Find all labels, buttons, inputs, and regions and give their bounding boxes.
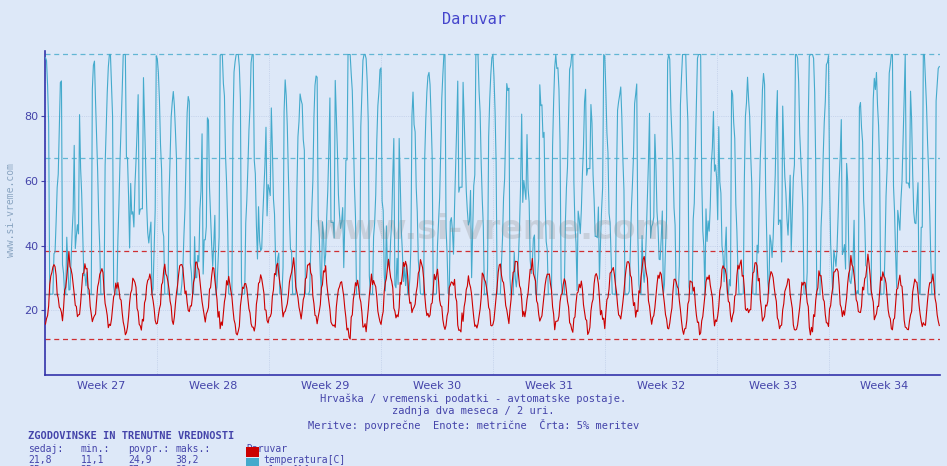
Text: temperatura[C]: temperatura[C]: [263, 455, 346, 465]
Text: Meritve: povprečne  Enote: metrične  Črta: 5% meritev: Meritve: povprečne Enote: metrične Črta:…: [308, 419, 639, 431]
Text: 67: 67: [128, 465, 139, 466]
Text: 11,1: 11,1: [80, 455, 104, 465]
Text: min.:: min.:: [80, 444, 110, 453]
Text: sedaj:: sedaj:: [28, 444, 63, 453]
Text: zadnja dva meseca / 2 uri.: zadnja dva meseca / 2 uri.: [392, 406, 555, 416]
Text: 38,2: 38,2: [175, 455, 199, 465]
Text: vlaga[%]: vlaga[%]: [263, 465, 311, 466]
Text: 99: 99: [175, 465, 187, 466]
Text: Daruvar: Daruvar: [441, 12, 506, 27]
Text: maks.:: maks.:: [175, 444, 210, 453]
Text: www.si-vreme.com: www.si-vreme.com: [7, 163, 16, 257]
Text: Hrvaška / vremenski podatki - avtomatske postaje.: Hrvaška / vremenski podatki - avtomatske…: [320, 394, 627, 404]
Text: 85: 85: [28, 465, 40, 466]
Text: 25: 25: [80, 465, 92, 466]
Text: Daruvar: Daruvar: [246, 444, 287, 453]
Text: ZGODOVINSKE IN TRENUTNE VREDNOSTI: ZGODOVINSKE IN TRENUTNE VREDNOSTI: [28, 431, 235, 441]
Text: 24,9: 24,9: [128, 455, 152, 465]
Text: www.si-vreme.com: www.si-vreme.com: [314, 213, 671, 246]
Text: 21,8: 21,8: [28, 455, 52, 465]
Text: povpr.:: povpr.:: [128, 444, 169, 453]
